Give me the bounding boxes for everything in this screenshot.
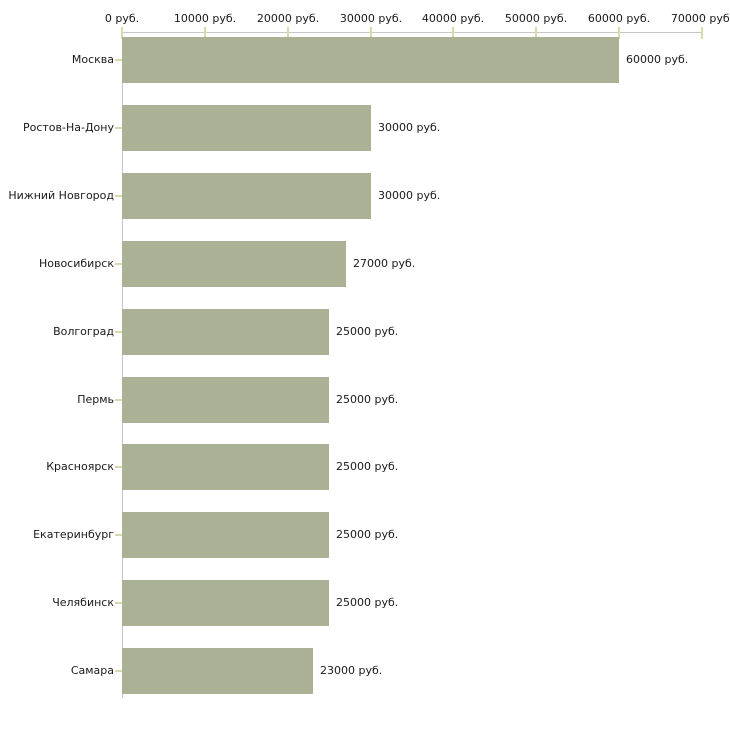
bar-value-label: 27000 руб. (353, 257, 416, 270)
bar (122, 105, 371, 151)
bar-value-label: 30000 руб. (378, 121, 441, 134)
x-axis-tick-mark (204, 27, 206, 39)
category-tick-mark (115, 399, 122, 401)
category-label: Новосибирск (38, 257, 114, 270)
x-axis-tick-label: 60000 руб. (587, 12, 651, 25)
bar-value-label: 60000 руб. (626, 53, 689, 66)
bar-value-label: 30000 руб. (378, 189, 441, 202)
category-tick-mark (115, 263, 122, 265)
category-tick-mark (115, 466, 122, 468)
bar-value-label: 25000 руб. (336, 325, 399, 338)
bar (122, 241, 346, 287)
x-axis-tick-label: 50000 руб. (504, 12, 568, 25)
category-tick-mark (115, 59, 122, 61)
category-tick-mark (115, 127, 122, 129)
x-axis-tick-label: 0 руб. (104, 12, 140, 25)
bar (122, 512, 329, 558)
category-label: Пермь (77, 393, 114, 406)
x-axis-tick-mark (287, 27, 289, 39)
bar-value-label: 25000 руб. (336, 596, 399, 609)
x-axis-tick-mark (701, 27, 703, 39)
category-tick-mark (115, 534, 122, 536)
x-axis-tick-label: 40000 руб. (421, 12, 485, 25)
x-axis-tick-mark (452, 27, 454, 39)
category-tick-mark (115, 331, 122, 333)
bar-value-label: 25000 руб. (336, 528, 399, 541)
x-axis-tick-mark (121, 27, 123, 39)
x-axis-tick-label: 30000 руб. (339, 12, 403, 25)
bar (122, 648, 313, 694)
x-axis-tick-label: 10000 руб. (173, 12, 237, 25)
category-tick-mark (115, 195, 122, 197)
bar (122, 580, 329, 626)
bar-value-label: 23000 руб. (320, 664, 383, 677)
x-axis-tick-mark (618, 27, 620, 39)
category-label: Красноярск (46, 460, 114, 473)
bar (122, 444, 329, 490)
bar (122, 309, 329, 355)
x-axis-tick-mark (370, 27, 372, 39)
x-axis-tick-label: 70000 руб. (670, 12, 730, 25)
bar-value-label: 25000 руб. (336, 460, 399, 473)
category-label: Волгоград (53, 325, 114, 338)
bar (122, 173, 371, 219)
x-axis-line (122, 32, 702, 33)
category-tick-mark (115, 670, 122, 672)
category-label: Нижний Новгород (8, 189, 114, 202)
x-axis-tick-label: 20000 руб. (256, 12, 320, 25)
category-label: Москва (71, 53, 114, 66)
y-axis-line (122, 32, 123, 698)
category-tick-mark (115, 602, 122, 604)
bar-value-label: 25000 руб. (336, 393, 399, 406)
category-label: Самара (70, 664, 114, 677)
category-label: Челябинск (52, 596, 114, 609)
category-label: Екатеринбург (33, 528, 114, 541)
category-label: Ростов-На-Дону (22, 121, 114, 134)
x-axis-tick-mark (535, 27, 537, 39)
bar (122, 37, 619, 83)
bar (122, 377, 329, 423)
